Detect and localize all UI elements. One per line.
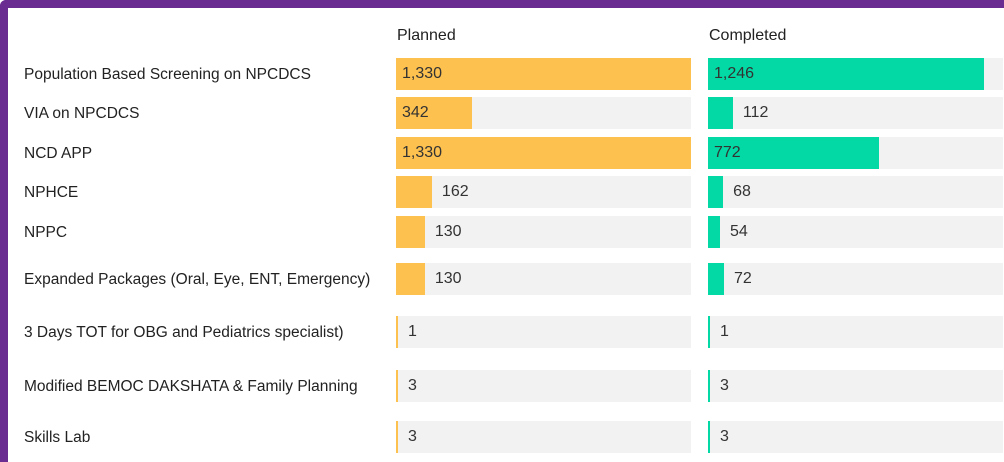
- bar: [708, 176, 724, 208]
- bar: [396, 176, 432, 208]
- value-label: 130: [434, 223, 462, 240]
- bar: [708, 97, 733, 129]
- bar-track: [708, 263, 1003, 295]
- category-label: NPPC: [24, 223, 68, 241]
- bar: [396, 263, 425, 295]
- value-label: 68: [733, 183, 751, 200]
- value-label: 54: [729, 223, 748, 240]
- category-label: NPHCE: [24, 183, 79, 201]
- value-label: 112: [742, 104, 769, 121]
- category-label: Population Based Screening on NPCDCS: [24, 65, 311, 83]
- value-label: 772: [714, 144, 741, 161]
- category-label: 3 Days TOT for OBG and Pediatrics specia…: [24, 323, 344, 341]
- bar: [396, 370, 398, 402]
- bar-track: [396, 176, 691, 208]
- bar-track: [708, 176, 1003, 208]
- category-label: Skills Lab: [24, 428, 91, 446]
- value-label: 3: [720, 428, 729, 445]
- bar-track: [708, 370, 1003, 402]
- bar-track: [396, 216, 691, 248]
- value-label: 130: [434, 270, 462, 287]
- bar-track: [396, 263, 691, 295]
- value-label: 72: [733, 270, 752, 287]
- value-label: 3: [408, 377, 417, 394]
- column-header: Planned: [397, 27, 456, 44]
- bar-track: [708, 216, 1003, 248]
- category-label: Expanded Packages (Oral, Eye, ENT, Emerg…: [24, 270, 371, 288]
- value-label: 1,246: [714, 65, 755, 82]
- value-label: 1: [720, 323, 729, 340]
- bar: [708, 58, 985, 90]
- bar-track: [396, 316, 691, 348]
- bar: [708, 263, 724, 295]
- bar-track: [708, 316, 1003, 348]
- bar: [396, 421, 398, 453]
- bar: [708, 137, 880, 169]
- bar: [708, 370, 710, 402]
- category-label: Modified BEMOC DAKSHATA & Family Plannin…: [24, 377, 358, 395]
- bar: [396, 316, 398, 348]
- bar: [396, 97, 472, 129]
- value-label: 3: [720, 377, 729, 394]
- bar: [708, 421, 710, 453]
- value-label: 342: [402, 104, 429, 121]
- value-label: 1: [408, 323, 417, 340]
- bar-track: [708, 421, 1003, 453]
- value-label: 3: [408, 428, 417, 445]
- value-label: 1,330: [402, 144, 443, 161]
- bar: [708, 216, 720, 248]
- bar-track: [396, 370, 691, 402]
- bar-track: [708, 97, 1003, 129]
- category-label: VIA on NPCDCS: [24, 104, 140, 122]
- bar: [396, 58, 691, 90]
- value-label: 162: [441, 183, 469, 200]
- value-label: 1,330: [402, 65, 443, 82]
- category-label: NCD APP: [24, 144, 93, 162]
- bar: [708, 316, 710, 348]
- column-header: Completed: [709, 27, 787, 44]
- bar: [396, 137, 691, 169]
- bar: [396, 216, 425, 248]
- bar-track: [396, 421, 691, 453]
